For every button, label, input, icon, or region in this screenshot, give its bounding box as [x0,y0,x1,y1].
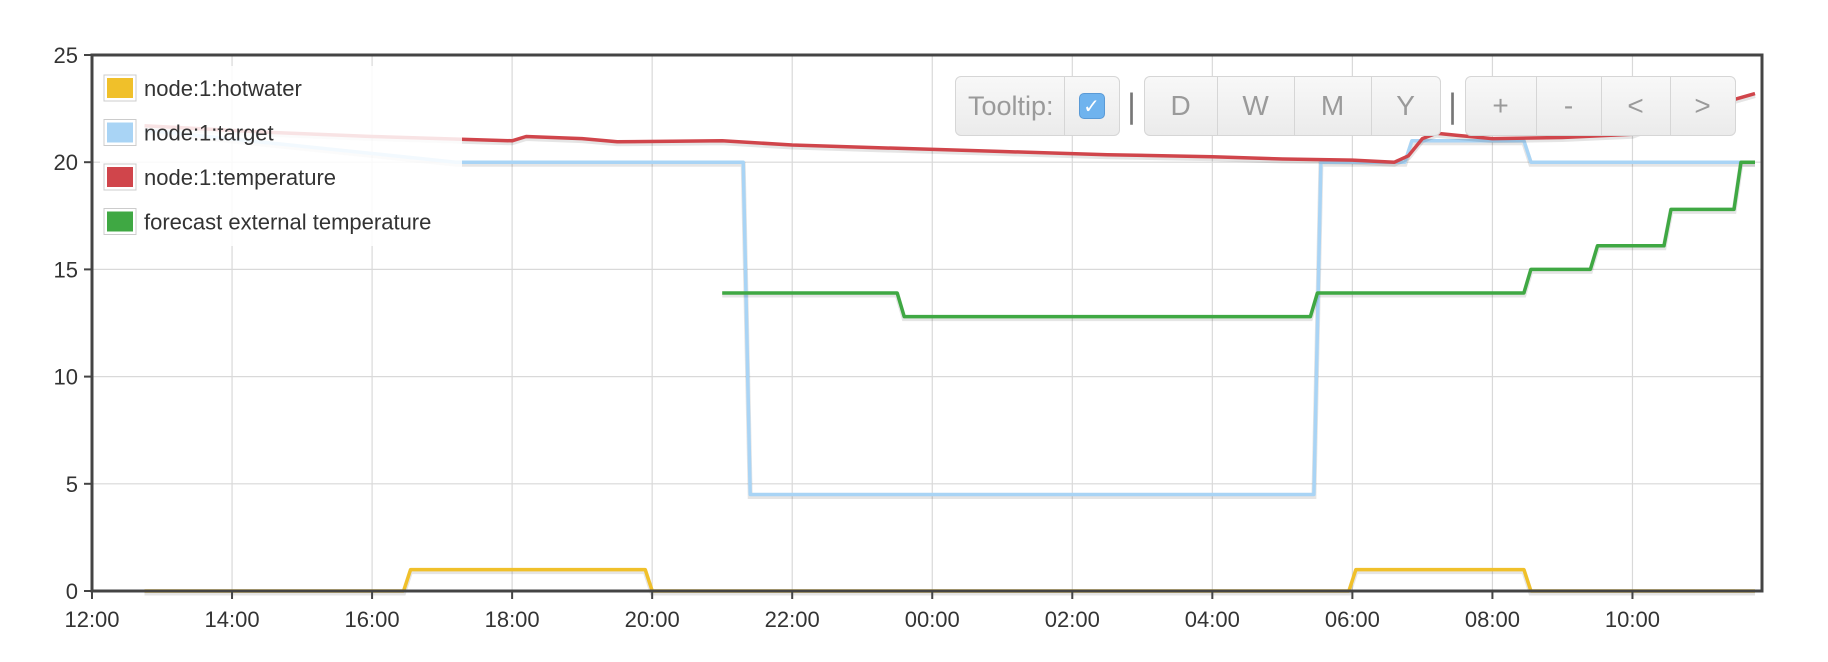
series-shadow [144,93,1756,167]
range-button-m[interactable]: M [1293,77,1371,135]
x-tick-label: 22:00 [765,607,820,632]
y-axis-ticks: 0 5 10 15 20 25 [54,43,92,604]
series-shadow [722,161,1755,322]
tooltip-label: Tooltip: [968,90,1054,121]
y-tick-label: 0 [66,579,78,604]
x-tick-label: 16:00 [345,607,400,632]
series-line-1 [144,128,1755,497]
range-button-d[interactable]: D [1170,90,1191,121]
x-tick-label: 10:00 [1605,607,1660,632]
legend-swatch [107,211,133,232]
y-tick-label: 5 [66,472,78,497]
series-line-3 [722,160,1755,319]
x-tick-label: 12:00 [64,607,119,632]
tooltip-checkbox[interactable]: ✓ [1063,77,1119,135]
x-axis-ticks: 12:00 14:00 16:00 18:00 20:00 22:00 00:00 02:00… [64,591,1660,632]
plot-frame [90,53,1764,593]
grid [92,55,1762,591]
legend-label: node:1:target [144,121,274,146]
x-tick-label: 20:00 [625,607,680,632]
legend-background [100,66,462,246]
x-tick-label: 04:00 [1185,607,1240,632]
pan-left-button[interactable]: < [1600,77,1670,135]
toolbar-separator: | [1126,87,1137,125]
zoom-out-button[interactable]: - [1535,77,1601,135]
nav-button-group: + - < > [1464,76,1736,136]
legend-swatch [107,122,133,143]
legend-label: node:1:temperature [144,165,336,190]
x-tick-label: 06:00 [1325,607,1380,632]
x-tick-label: 14:00 [205,607,260,632]
y-tick-label: 25 [54,43,78,68]
x-tick-label: 08:00 [1465,607,1520,632]
x-tick-label: 00:00 [905,607,960,632]
y-tick-label: 20 [54,150,78,175]
checkmark-icon: ✓ [1078,93,1105,119]
zoom-in-button[interactable]: + [1492,90,1509,121]
legend-label: node:1:hotwater [144,76,302,101]
toolbar-separator: | [1447,87,1458,125]
legend-swatch [107,78,133,98]
y-tick-label: 15 [54,257,78,282]
x-tick-label: 02:00 [1045,607,1100,632]
series-line-2 [144,91,1756,164]
legend-swatch [107,167,133,187]
range-button-y[interactable]: Y [1370,77,1440,135]
legend: node:1:hotwater node:1:target node:1:tempe… [100,66,462,246]
y-tick-label: 10 [54,365,78,390]
pan-right-button[interactable]: > [1669,77,1735,135]
tooltip-toggle-group: Tooltip: ✓ [955,76,1120,136]
range-button-w[interactable]: W [1216,77,1294,135]
x-tick-label: 18:00 [485,607,540,632]
legend-label: forecast external temperature [144,210,431,235]
